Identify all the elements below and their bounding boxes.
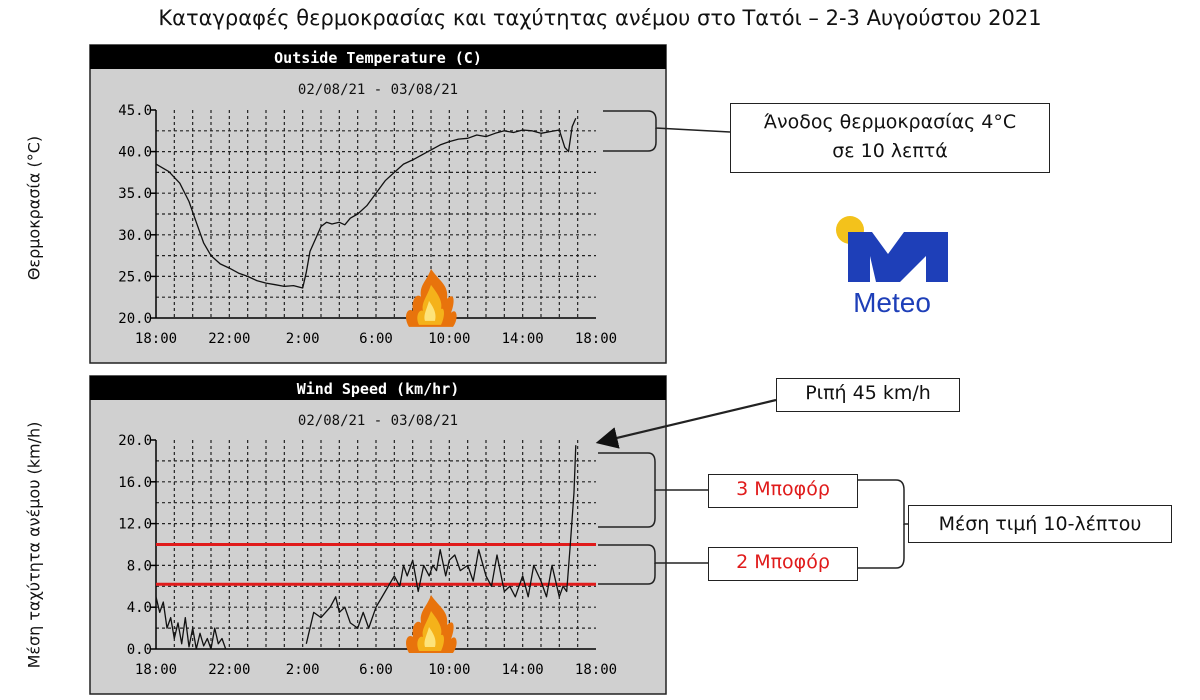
wind-title-bar xyxy=(90,376,666,400)
mean-10min-callout: Μέση τιμή 10-λέπτου xyxy=(908,505,1172,543)
wind-y-tick-label: 16.0 xyxy=(118,475,152,491)
fire-icon xyxy=(406,268,457,327)
wind-series-line xyxy=(305,445,577,644)
fire-core xyxy=(424,300,436,321)
wind-x-tick-label: 10:00 xyxy=(428,662,470,678)
page-title: Καταγραφές θερμοκρασίας και ταχύτητας αν… xyxy=(158,6,1042,30)
temp-y-tick-label: 30.0 xyxy=(118,228,152,244)
beaufort3-brace-bottom xyxy=(598,490,656,528)
gust-callout: Ριπή 45 km/h xyxy=(776,378,960,412)
fire-core xyxy=(424,626,436,647)
wind-x-tick-label: 18:00 xyxy=(575,662,617,678)
wind-y-tick-label: 0.0 xyxy=(127,642,152,658)
temp-title-bar xyxy=(90,45,666,69)
beaufort-3-callout: 3 Μποφόρ xyxy=(708,474,858,508)
wind-x-tick-label: 2:00 xyxy=(286,662,320,678)
temp-y-tick-label: 40.0 xyxy=(118,145,152,161)
beaufort2-brace-top xyxy=(598,544,708,564)
temp-y-tick-label: 25.0 xyxy=(118,269,152,285)
logo-m-icon xyxy=(848,232,948,282)
logo-text: Meteo xyxy=(853,287,931,318)
temp-y-tick-label: 35.0 xyxy=(118,186,152,202)
wind-series-line xyxy=(155,596,230,650)
temp-chart-subtitle: 02/08/21 - 03/08/21 xyxy=(298,82,458,98)
temp-chart-title: Outside Temperature (C) xyxy=(274,49,482,67)
temp-rise-line2: σε 10 λεπτά xyxy=(832,139,948,162)
temp-rise-line1: Άνοδος θερμοκρασίας 4°C xyxy=(763,111,1017,133)
wind-chart-title: Wind Speed (km/hr) xyxy=(297,380,460,398)
wind-y-axis-label: Μέση ταχύτητα ανέμου (km/h) xyxy=(24,421,44,669)
wind-x-tick-label: 6:00 xyxy=(359,662,393,678)
beaufort2-brace-bottom xyxy=(598,563,656,585)
temp-series-line xyxy=(155,118,577,289)
temp-panel xyxy=(89,44,667,364)
gust-arrow xyxy=(595,398,777,449)
temp-x-tick-label: 22:00 xyxy=(208,331,250,347)
wind-x-tick-label: 14:00 xyxy=(502,662,544,678)
temp-y-tick-label: 20.0 xyxy=(118,311,152,327)
wind-y-tick-label: 12.0 xyxy=(118,517,152,533)
fire-icon xyxy=(406,594,457,653)
wind-y-tick-label: 20.0 xyxy=(118,433,152,449)
temp-y-tick-label: 45.0 xyxy=(118,103,152,119)
wind-x-tick-label: 22:00 xyxy=(208,662,250,678)
meteo-logo-icon: Meteo xyxy=(828,212,952,322)
temp-y-axis-label: Θερμοκρασία (°C) xyxy=(24,135,44,281)
temp-brace-top xyxy=(603,110,731,133)
beaufort-2-callout: 2 Μποφόρ xyxy=(708,547,858,581)
wind-chart-subtitle: 02/08/21 - 03/08/21 xyxy=(298,413,458,429)
wind-x-tick-label: 18:00 xyxy=(135,662,177,678)
temp-rise-callout: Άνοδος θερμοκρασίας 4°C σε 10 λεπτά xyxy=(730,103,1050,173)
temp-x-tick-label: 18:00 xyxy=(575,331,617,347)
temp-x-tick-label: 10:00 xyxy=(428,331,470,347)
mean-bracket-bottom xyxy=(858,524,905,569)
wind-y-tick-label: 4.0 xyxy=(127,600,152,616)
wind-panel xyxy=(89,375,667,695)
temp-x-tick-label: 18:00 xyxy=(135,331,177,347)
mean-bracket-top xyxy=(858,479,908,525)
wind-y-tick-label: 8.0 xyxy=(127,558,152,574)
beaufort3-brace-top xyxy=(598,452,708,491)
temp-x-tick-label: 14:00 xyxy=(502,331,544,347)
temp-brace-bottom xyxy=(603,128,657,152)
temp-x-tick-label: 2:00 xyxy=(286,331,320,347)
temp-x-tick-label: 6:00 xyxy=(359,331,393,347)
